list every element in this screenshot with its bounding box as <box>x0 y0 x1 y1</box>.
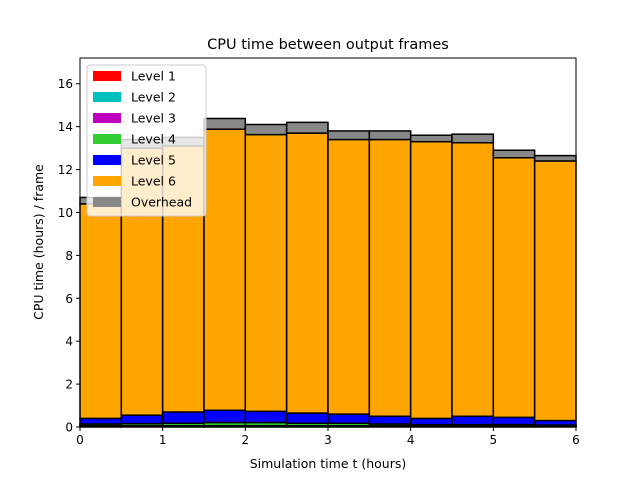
legend-swatch-level-3 <box>93 113 121 123</box>
bar-segment-level-5-0 <box>79 417 123 425</box>
y-tick-label-3: 6 <box>65 292 73 306</box>
bar-segment-level-5-4 <box>244 410 288 424</box>
bar-segment-level-5-1 <box>120 414 164 425</box>
bar-segment-level-6-10 <box>492 157 536 419</box>
bar-segment-level-6-11 <box>533 160 577 422</box>
bar-segment-level-5-10 <box>492 416 536 426</box>
bar-segment-level-6-0 <box>79 203 123 420</box>
bar-segment-overhead-6 <box>327 130 371 141</box>
x-tick-label-1: 1 <box>159 433 167 447</box>
bar-segment-overhead-11 <box>533 154 577 162</box>
bar-segment-level-6-5 <box>285 132 329 414</box>
x-tick-label-2: 2 <box>242 433 250 447</box>
y-axis-ticks: 0 2 4 6 8 10 12 14 16 <box>58 77 80 435</box>
bar-segment-level-6-6 <box>327 138 371 415</box>
bar-segment-level-5-7 <box>368 415 412 425</box>
y-tick-label-6: 12 <box>58 163 73 177</box>
bar-segment-level-6-9 <box>451 141 495 418</box>
bar-segment-level-6-8 <box>409 140 453 420</box>
x-tick-label-3: 3 <box>324 433 332 447</box>
x-tick-label-5: 5 <box>490 433 498 447</box>
x-axis-ticks: 0 1 2 3 4 5 6 <box>76 427 580 447</box>
legend-swatch-overhead <box>93 197 121 207</box>
legend-label-level-5: Level 5 <box>131 153 176 168</box>
legend-swatch-level-4 <box>93 134 121 144</box>
bar-segment-level-6-3 <box>203 128 247 412</box>
legend-label-level-6: Level 6 <box>131 174 176 189</box>
bar-segment-overhead-9 <box>451 133 495 144</box>
y-axis-label: CPU time (hours) / frame <box>31 164 46 320</box>
bar-segment-overhead-7 <box>368 130 412 141</box>
bar-segment-level-5-3 <box>203 409 247 424</box>
chart-title: CPU time between output frames <box>207 37 449 53</box>
bar-segment-overhead-8 <box>409 134 453 143</box>
legend: Level 1 Level 2 Level 3 Level 4 Level 5 Level… <box>86 64 207 217</box>
legend-label-level-2: Level 2 <box>131 90 176 105</box>
legend-swatch-level-5 <box>93 155 121 165</box>
bar-segment-overhead-10 <box>492 149 536 159</box>
legend-label-level-1: Level 1 <box>131 69 176 84</box>
y-tick-label-8: 16 <box>58 77 73 91</box>
y-tick-label-4: 8 <box>65 249 73 263</box>
bar-segment-level-5-6 <box>327 413 371 424</box>
legend-label-overhead: Overhead <box>131 195 192 210</box>
bar-segment-level-5-9 <box>451 415 495 426</box>
x-axis-label: Simulation time t (hours) <box>250 456 407 471</box>
y-tick-label-1: 2 <box>65 378 73 392</box>
bar-segment-level-6-4 <box>244 133 288 413</box>
legend-label-level-4: Level 4 <box>131 132 176 147</box>
legend-swatch-level-1 <box>93 71 121 81</box>
bar-segment-overhead-4 <box>244 123 288 136</box>
bar-segment-level-5-5 <box>285 412 329 424</box>
y-tick-label-2: 4 <box>65 335 73 349</box>
bar-segment-level-5-2 <box>161 411 205 424</box>
y-tick-label-7: 14 <box>58 120 73 134</box>
y-tick-label-5: 10 <box>58 206 73 220</box>
y-tick-label-0: 0 <box>65 421 73 435</box>
legend-swatch-level-2 <box>93 92 121 102</box>
bar-segment-overhead-3 <box>203 117 247 130</box>
bar-segment-level-6-7 <box>368 138 412 418</box>
bar-segment-overhead-5 <box>285 121 329 134</box>
x-tick-label-0: 0 <box>76 433 84 447</box>
legend-swatch-level-6 <box>93 176 121 186</box>
legend-label-level-3: Level 3 <box>131 111 176 126</box>
bar-segment-level-5-8 <box>409 417 453 426</box>
x-tick-label-4: 4 <box>407 433 415 447</box>
x-tick-label-6: 6 <box>572 433 580 447</box>
